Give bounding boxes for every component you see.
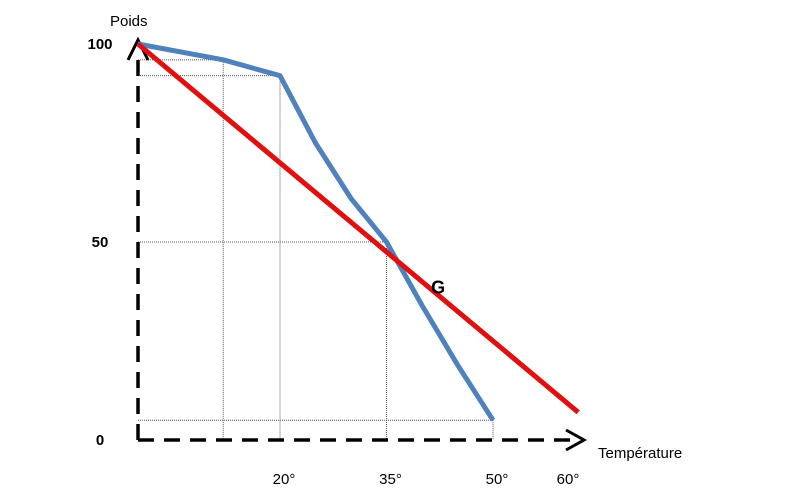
y-tick-label-0: 0	[96, 432, 104, 449]
series-line-droite	[136, 42, 580, 415]
x-tick-labels: 20° 35° 50° 60°	[273, 471, 580, 488]
x-tick-label-50: 50°	[486, 471, 509, 488]
y-axis-arrowhead	[126, 36, 150, 61]
annotation-g: G	[431, 277, 445, 297]
y-axis-label: Poids	[110, 13, 148, 30]
x-axis-label: Température	[598, 445, 682, 462]
axes	[126, 36, 588, 452]
x-tick-label-20: 20°	[273, 471, 296, 488]
guide-lines	[138, 59, 494, 440]
x-tick-label-35: 35°	[379, 471, 402, 488]
x-axis-arrowhead	[565, 428, 588, 452]
series-lines	[136, 41, 580, 422]
y-tick-label-50: 50	[92, 234, 109, 251]
y-tick-label-100: 100	[87, 36, 112, 53]
series-line-courbe	[137, 41, 496, 422]
x-tick-label-60: 60°	[557, 471, 580, 488]
y-tick-labels: 100 50 0	[87, 36, 112, 449]
